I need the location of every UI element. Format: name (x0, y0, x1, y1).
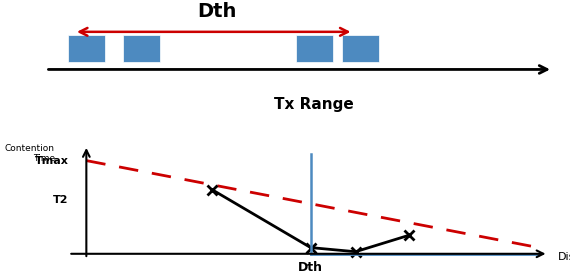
Bar (123, 35, 160, 62)
Bar (296, 35, 333, 62)
Bar (68, 35, 105, 62)
Bar (342, 35, 379, 62)
Text: Distance: Distance (557, 253, 570, 262)
Text: Time: Time (33, 155, 55, 163)
Text: Dth: Dth (197, 2, 237, 21)
Text: Tx Range: Tx Range (274, 97, 353, 112)
Text: T2: T2 (53, 195, 68, 205)
Text: Contention: Contention (5, 144, 55, 153)
Text: Tmax: Tmax (35, 156, 68, 166)
Text: Dth: Dth (298, 261, 323, 273)
